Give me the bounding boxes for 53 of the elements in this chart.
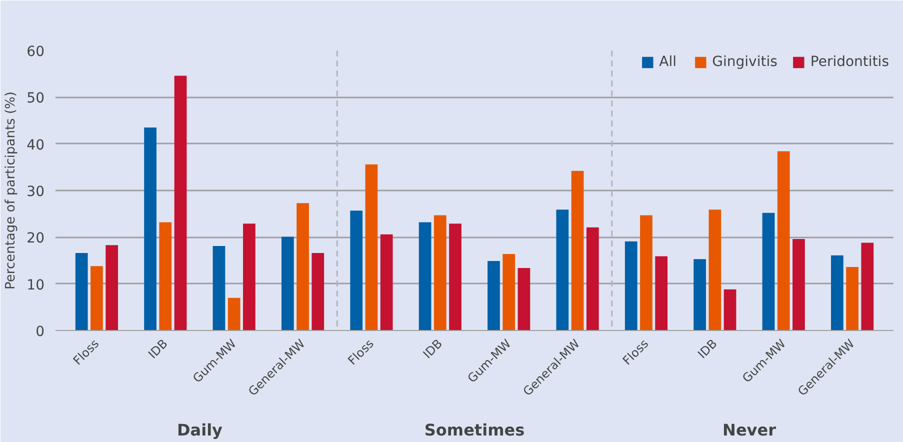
legend-label: Gingivitis [712,54,778,70]
bar [281,236,294,330]
bar [571,170,584,330]
x-tick-label: IDB [420,336,446,362]
y-tick-label: 20 [26,230,45,247]
legend-label: All [659,54,678,70]
text: Sometimes [424,420,525,440]
bar [296,203,309,330]
bar [724,289,736,330]
bar [518,268,530,330]
bar [365,164,378,330]
bar [174,76,187,330]
y-axis-title: Percentage of participants (%) [4,92,19,290]
bar [861,242,874,330]
bar [655,256,668,330]
bar [212,246,226,330]
y-tick-label: 10 [26,277,45,294]
bar [762,212,775,330]
bar [418,222,432,330]
legend-label: Peridontitis [810,54,889,70]
bar [694,259,706,330]
bar [434,215,446,330]
bar [708,210,722,330]
bar [243,224,256,330]
bar [449,224,462,330]
bar [556,210,569,330]
y-tick-label: 50 [26,90,45,107]
bar [312,253,324,330]
bar [106,245,118,330]
x-tick-label: IDB [695,336,720,362]
bar [144,128,156,330]
bar [488,260,500,330]
bar [777,151,790,330]
bar [380,234,393,330]
bar [830,255,844,330]
bar [502,254,516,330]
text: Never [722,420,776,440]
y-tick-label: 40 [26,137,45,154]
y-tick-label: 60 [26,44,45,60]
x-tick-label: IDB [146,336,170,362]
y-tick-label: 30 [26,184,45,200]
bar [228,298,240,330]
text: Daily [177,420,224,440]
bar [624,241,638,330]
bar [586,227,599,330]
y-tick-label: 0 [36,324,45,340]
bar [846,267,858,330]
bar [350,210,363,330]
bar [75,253,88,330]
bar [640,215,652,330]
bar [792,239,805,330]
bar [159,222,172,330]
bar [90,266,103,330]
